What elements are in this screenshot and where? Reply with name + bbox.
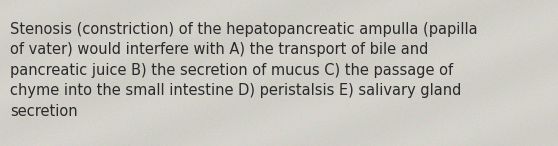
- Text: Stenosis (constriction) of the hepatopancreatic ampulla (papilla
of vater) would: Stenosis (constriction) of the hepatopan…: [10, 22, 478, 119]
